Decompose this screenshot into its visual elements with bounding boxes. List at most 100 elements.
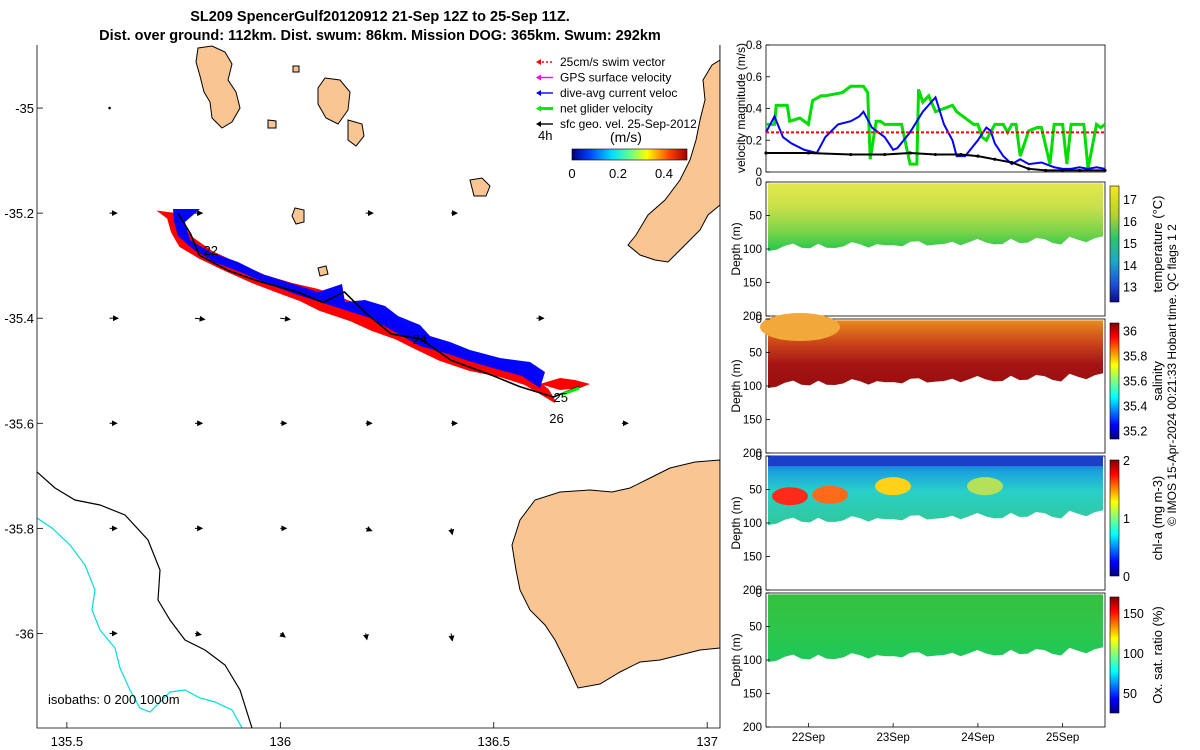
map-ytick-label: -35.2 [4, 206, 34, 221]
map-xtick-label: 137 [696, 734, 718, 749]
surface-vector-arrow [279, 631, 286, 638]
colorbar-tick-label: 35.8 [1123, 349, 1147, 363]
colorbar-label: chl-a (mg m-3) [1150, 476, 1165, 561]
land-island-2 [317, 77, 351, 125]
surface-vector-layer [108, 106, 629, 642]
title-line-2: Dist. over ground: 112km. Dist. swum: 86… [99, 28, 661, 44]
isobath-note: isobaths: 0 200 1000m [48, 692, 180, 707]
map-colorbar-tick-label: 0 [568, 166, 575, 181]
section-temperature: 0 50 100 150 200 Depth (m) 13 14 15 16 17 temperatu… [729, 177, 1165, 323]
velocity-point [959, 152, 963, 157]
section-ytick-label: 100 [743, 381, 762, 393]
day-label: 26 [549, 411, 563, 426]
velocity-ylabel: velocity magnitude (m/s) [734, 43, 748, 173]
colorbar-tick-label: 14 [1123, 259, 1137, 273]
colorbar-tick-label: 35.4 [1123, 399, 1147, 413]
glider-track-layer [156, 209, 590, 403]
surface-vector-arrow [362, 633, 369, 641]
salinity-surface-patch [760, 313, 840, 342]
section-ytick-label: 50 [749, 622, 762, 634]
land-yorke-peninsula [627, 45, 720, 263]
section-colorbar: 13 14 15 16 17 temperature (°C) [1109, 185, 1165, 303]
section-xtick-label: 23Sep [876, 732, 909, 744]
velocity-ytick-label: 0.8 [746, 40, 762, 52]
surface-vector-arrow [448, 528, 455, 536]
velocity-series-line [766, 84, 1106, 170]
map-colorbar-tick-label: 0.2 [609, 166, 627, 181]
section-ytick-label: 100 [743, 244, 762, 256]
section-ytick-label: 0 [756, 177, 762, 189]
credit-text: © IMOS 15-Apr-2024 00:21:33 Hobart time.… [1165, 224, 1179, 526]
chl-patch [772, 487, 808, 506]
legend-label: 25cm/s swim vector [560, 55, 665, 69]
legend-label: sfc geo. vel. 25-Sep-2012 [560, 117, 697, 131]
colorbar-tick-label: 35.6 [1123, 374, 1147, 388]
colorbar-tick-label: 150 [1123, 607, 1144, 621]
chl-patch [967, 477, 1003, 496]
colorbar-tick-label: 15 [1123, 237, 1137, 251]
section-ytick-label: 150 [743, 415, 762, 427]
colorbar-tick-label: 35.2 [1123, 424, 1147, 438]
land-island-3 [347, 119, 365, 147]
section-ylabel: Depth (m) [729, 359, 743, 412]
surface-vector-dot [108, 106, 111, 110]
section-data-field [768, 183, 1103, 251]
legend-arrowhead [536, 90, 541, 96]
day-label: 25 [554, 390, 568, 405]
colorbar-tick-label: 13 [1123, 281, 1137, 295]
map-ytick-label: -35 [15, 101, 34, 116]
land-island-7 [292, 65, 300, 73]
legend-label: dive-avg current veloc [560, 86, 677, 100]
section-ylabel: Depth (m) [729, 633, 743, 686]
velocity-point [1044, 168, 1048, 173]
section-data-field [768, 320, 1103, 388]
map-content: 22 24 25 26 [37, 45, 720, 728]
surface-vector-arrow [280, 315, 291, 322]
map-xtick-label: 136 [269, 734, 291, 749]
land-island-4 [469, 177, 491, 197]
land-island-8 [317, 265, 329, 277]
section-xtick-label: 24Sep [961, 732, 994, 744]
current-velocity-swath [173, 209, 545, 388]
section-ytick-label: 150 [743, 689, 762, 701]
legend-arrowhead [536, 74, 541, 81]
velocity-point [993, 157, 997, 161]
velocity-point [764, 151, 768, 155]
section-data-field [768, 457, 1103, 525]
velocity-point [806, 151, 810, 155]
colorbar-tick-label: 16 [1123, 215, 1137, 229]
colorbar-label: salinity [1150, 361, 1165, 401]
colorbar-tick-label: 2 [1123, 454, 1130, 468]
section-ytick-label: 150 [743, 278, 762, 290]
day-label: 22 [203, 243, 217, 258]
map-ytick-label: -35.8 [4, 521, 34, 536]
chl-patch [812, 485, 848, 504]
legend-side-label: 4h [538, 128, 552, 143]
velocity-panel: 0 0.2 0.4 0.6 0.8 velocity magnitude (m/s) [734, 40, 1107, 179]
map-colorbar [571, 148, 688, 161]
colorbar-tick-label: 100 [1123, 647, 1144, 661]
colorbar-strip [1109, 322, 1120, 440]
section-ytick-label: 150 [743, 552, 762, 564]
land-island-5 [291, 207, 305, 225]
velocity-ytick-label: 0.6 [746, 72, 762, 84]
section-ytick-label: 200 [743, 311, 762, 323]
section-ytick-label: 0 [756, 588, 762, 600]
section-ytick-label: 200 [743, 585, 762, 597]
section-ytick-label: 100 [743, 655, 762, 667]
map-colorbar-tick-label: 0.4 [655, 166, 673, 181]
land-island-large [195, 45, 241, 129]
velocity-point [1077, 168, 1082, 173]
land-island-6 [267, 119, 277, 129]
legend-arrowhead [536, 121, 541, 127]
colorbar-label: Ox. sat. ratio (%) [1150, 606, 1165, 704]
map-colorbar-ticks: 0 0.2 0.4 [568, 166, 673, 181]
legend-entry: net glider velocity [536, 102, 653, 116]
colorbar-strip [1109, 459, 1120, 577]
velocity-point [933, 152, 938, 157]
legend-arrowhead [536, 105, 541, 112]
section-colorbar: 50 100 150 Ox. sat. ratio (%) [1109, 596, 1165, 714]
section-ylabel: Depth (m) [729, 496, 743, 549]
section-colorbar: 0 1 2 chl-a (mg m-3) [1109, 454, 1165, 584]
section-ytick-label: 50 [749, 348, 762, 360]
